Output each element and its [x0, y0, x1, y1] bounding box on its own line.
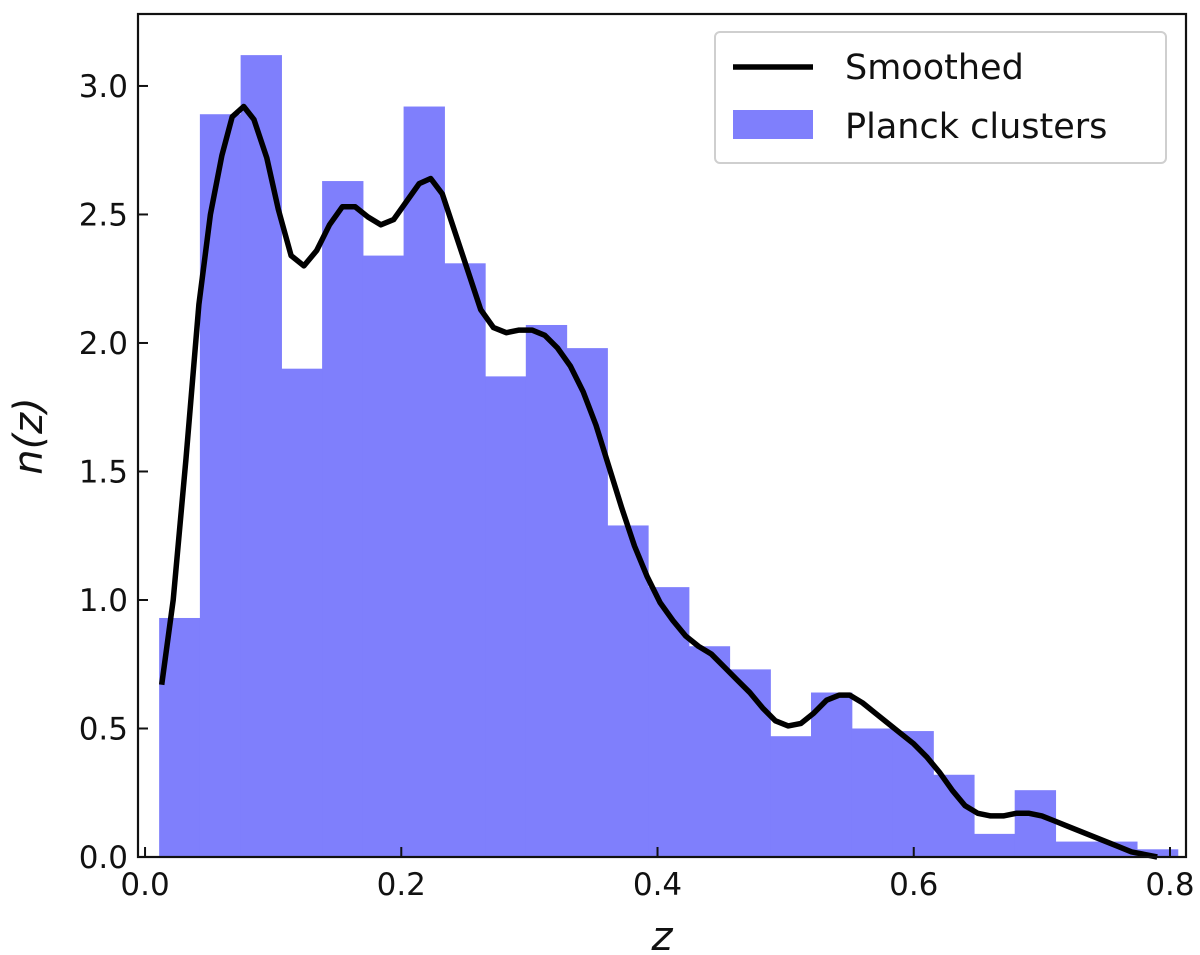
- x-tick-label: 0.4: [633, 867, 682, 903]
- histogram-bar: [688, 646, 731, 857]
- histogram-bar: [973, 833, 1016, 857]
- y-axis-ticks: 0.0 0.5 1.0 1.5 2.0 2.5 3.0: [79, 69, 148, 876]
- smoothed-curve: [158, 103, 1158, 860]
- histogram-bar: [566, 348, 608, 857]
- x-tick-label: 0.0: [120, 867, 169, 903]
- y-tick-label: 0.5: [79, 711, 128, 747]
- legend-patch-swatch: [733, 110, 813, 139]
- histogram-bar: [1136, 849, 1179, 857]
- histogram-bar: [403, 106, 445, 857]
- x-tick-label: 0.8: [1145, 867, 1194, 903]
- x-tick-label: 0.2: [377, 867, 426, 903]
- y-tick-label: 0.0: [79, 840, 128, 876]
- plot-frame: [136, 12, 1188, 859]
- y-tick-label: 1.5: [79, 454, 128, 490]
- y-tick-label: 3.0: [79, 69, 128, 105]
- histogram-bar: [322, 181, 364, 857]
- legend-label-planck-clusters: Planck clusters: [845, 107, 1107, 147]
- x-axis-label: z: [651, 914, 674, 955]
- x-tick-label: 0.6: [889, 867, 938, 903]
- y-axis-label: n(z): [6, 397, 52, 475]
- y-tick-label: 2.0: [79, 326, 128, 362]
- histogram-bar: [892, 731, 934, 857]
- histogram-bar: [281, 368, 323, 857]
- legend: Smoothed Planck clusters: [714, 31, 1167, 164]
- x-axis-ticks: 0.0 0.2 0.4 0.6 0.8: [120, 847, 1195, 903]
- histogram-bar: [1055, 841, 1097, 857]
- y-tick-label: 1.0: [79, 583, 128, 619]
- histogram-bar: [525, 324, 568, 857]
- histogram-bar: [240, 55, 282, 858]
- histogram-bar: [851, 728, 894, 857]
- histogram-bar: [607, 525, 649, 857]
- histogram-bar: [485, 376, 527, 857]
- legend-label-smoothed: Smoothed: [845, 48, 1024, 88]
- histogram-bar: [811, 692, 853, 857]
- histogram-bar: [362, 255, 405, 858]
- histogram-bar: [729, 669, 771, 857]
- histogram-bar: [1014, 790, 1057, 857]
- histogram-bars: [159, 55, 1179, 858]
- histogram-bar: [933, 774, 975, 857]
- y-tick-label: 2.5: [79, 197, 128, 233]
- legend-box: [714, 31, 1167, 164]
- histogram-bar: [770, 736, 812, 857]
- histogram-bar: [199, 114, 242, 858]
- histogram-bar: [1096, 841, 1138, 857]
- histogram-bar: [444, 263, 486, 857]
- histogram-bar: [648, 587, 690, 857]
